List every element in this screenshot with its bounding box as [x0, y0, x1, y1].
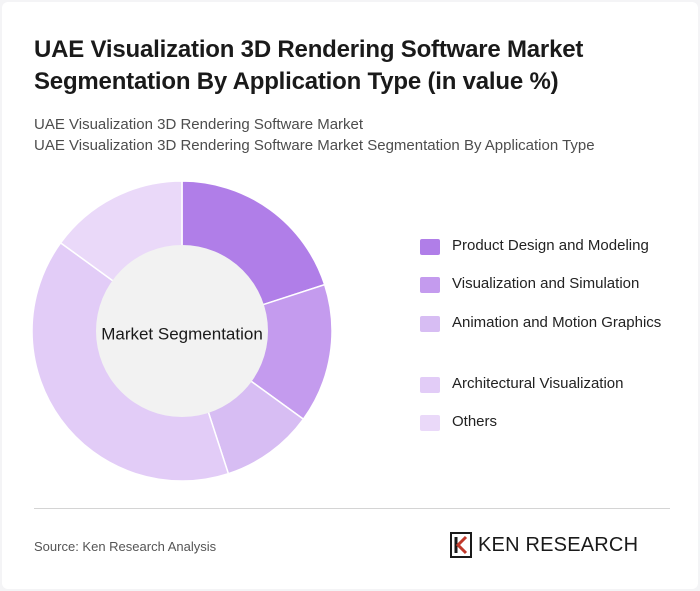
legend-label: Others	[452, 413, 498, 430]
legend-swatch	[420, 316, 440, 332]
chart-title: UAE Visualization 3D Rendering Software …	[34, 36, 584, 95]
legend-swatch	[420, 239, 440, 255]
legend-label: Animation and Motion Graphics	[452, 314, 662, 331]
footer-divider	[34, 508, 670, 509]
source-note: Source: Ken Research Analysis	[34, 539, 217, 554]
legend-label: Visualization and Simulation	[452, 275, 640, 292]
ken-research-k-icon	[450, 532, 472, 558]
donut-center-label: Market Segmentation	[101, 325, 263, 344]
chart-subtitle-segmentation: UAE Visualization 3D Rendering Software …	[34, 137, 595, 154]
legend-swatch	[420, 377, 440, 393]
donut-center-hole	[96, 245, 268, 417]
legend-swatch	[420, 277, 440, 293]
legend-label: Product Design and Modeling	[452, 237, 649, 254]
ken-research-logo-text: KEN RESEARCH	[478, 534, 639, 556]
ken-research-logo: KEN RESEARCH	[450, 532, 672, 558]
donut-chart: Market Segmentation	[31, 180, 333, 482]
chart-subtitle-market: UAE Visualization 3D Rendering Software …	[34, 116, 364, 133]
legend-swatch	[420, 415, 440, 431]
legend-label: Architectural Visualization	[452, 375, 624, 392]
